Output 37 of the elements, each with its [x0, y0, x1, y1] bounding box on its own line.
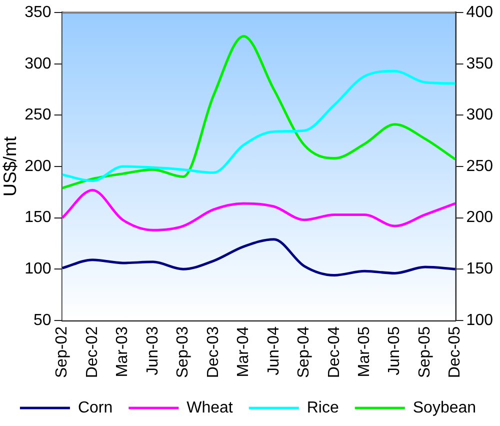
- x-tick-label: Sep-02: [54, 326, 71, 378]
- y2-tick-label: 400: [466, 4, 494, 22]
- x-tick-label: Mar-05: [356, 326, 374, 378]
- y2-tick-label: 250: [466, 158, 494, 175]
- x-tick-label: Dec-02: [84, 326, 101, 378]
- x-tick-label: Sep-05: [416, 326, 434, 378]
- line-series: [61, 34, 457, 190]
- x-tick-label: Mar-03: [114, 326, 132, 378]
- x-tick-label: Dec-05: [446, 326, 464, 378]
- y2-tick-label: 300: [466, 106, 494, 124]
- y-tick-label: 150: [24, 209, 52, 226]
- y2-tick-label: 100: [466, 312, 494, 329]
- x-tick-label: Jun-05: [386, 326, 404, 376]
- x-tick-label: Jun-04: [265, 326, 282, 376]
- y-tick-label: 50: [34, 312, 52, 329]
- y-tick-label: 200: [24, 158, 52, 175]
- legend-label: Rice: [306, 399, 339, 416]
- line-series: [61, 70, 457, 182]
- y2-tick-label: 150: [466, 260, 494, 278]
- x-tick-label: Jun-03: [144, 326, 162, 376]
- x-tick-label: Mar-04: [235, 326, 252, 378]
- line-series: [61, 188, 457, 232]
- y-tick-label: 100: [24, 260, 52, 278]
- y-tick-label: 300: [24, 55, 52, 72]
- x-tick-label: Dec-03: [204, 326, 222, 378]
- y-tick-label: 250: [24, 106, 52, 124]
- y2-tick-label: 200: [466, 209, 494, 226]
- legend-label: Soybean: [412, 399, 476, 416]
- legend-label: Corn: [78, 399, 113, 416]
- x-tick-label: Dec-04: [326, 326, 343, 378]
- y2-tick-label: 350: [466, 55, 494, 72]
- y-axis-title: US$/mt: [0, 136, 20, 197]
- x-tick-label: Sep-03: [174, 326, 192, 378]
- legend-label: Wheat: [186, 399, 234, 416]
- x-tick-label: Sep-04: [296, 326, 313, 378]
- y-tick-label: 350: [24, 4, 52, 22]
- line-series: [61, 238, 457, 277]
